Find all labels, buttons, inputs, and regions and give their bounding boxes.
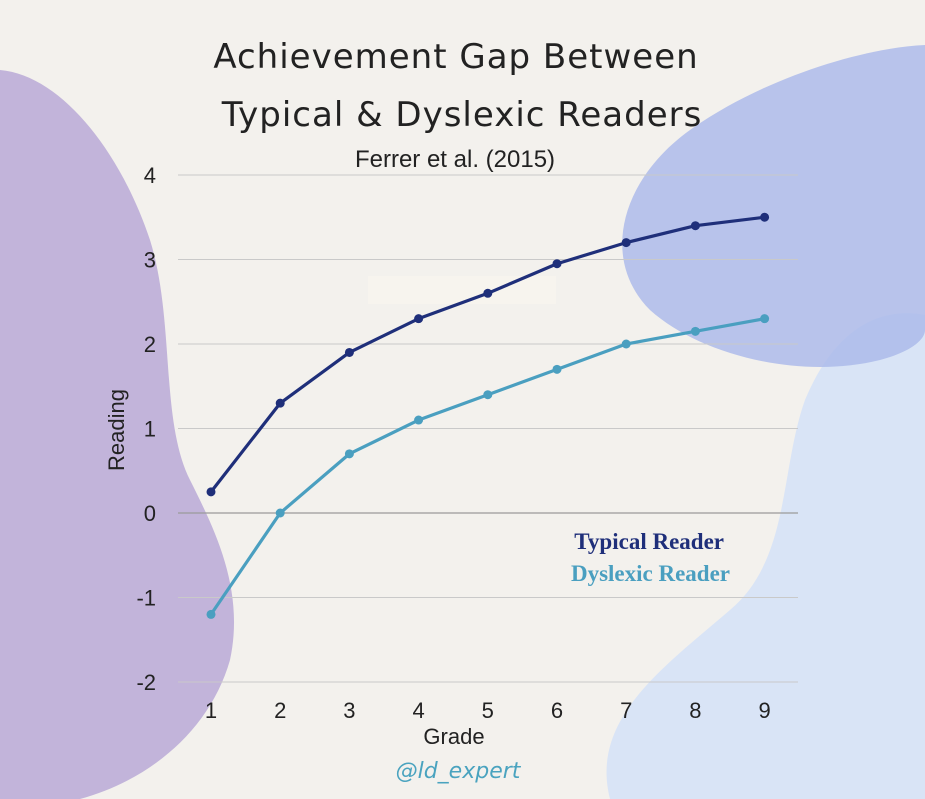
light-blue-blob [606, 313, 925, 799]
data-point [483, 288, 493, 298]
x-tick-label: 3 [343, 698, 355, 723]
y-tick-label: 2 [144, 332, 156, 357]
y-tick-label: -2 [136, 670, 156, 695]
blue-blob [622, 45, 925, 367]
y-tick-label: 3 [144, 248, 156, 273]
data-point [552, 259, 562, 269]
chart-title-line2: Typical & Dyslexic Readers [221, 95, 703, 135]
data-point [621, 238, 631, 248]
y-tick-labels: 4 3 2 1 0 -1 -2 [136, 163, 156, 695]
legend-typical-reader: Typical Reader [574, 529, 724, 554]
data-point [344, 449, 354, 459]
x-tick-label: 6 [551, 698, 563, 723]
data-point [206, 487, 216, 497]
chart-subtitle: Ferrer et al. (2015) [355, 146, 555, 173]
faint-rectangle [368, 276, 556, 304]
series-lines [206, 212, 770, 619]
y-tick-label: 1 [144, 417, 156, 442]
data-point [690, 326, 700, 336]
x-tick-label: 5 [482, 698, 494, 723]
data-point [621, 339, 631, 349]
background-shapes [0, 45, 925, 799]
y-tick-label: 4 [144, 163, 156, 188]
y-axis-label: Reading [104, 389, 129, 471]
data-point [344, 347, 354, 357]
watermark-handle: @ld_expert [396, 759, 522, 784]
chart-title-line1: Achievement Gap Between [213, 37, 698, 77]
x-tick-label: 7 [620, 698, 632, 723]
data-point [760, 212, 770, 222]
y-tick-label: 0 [144, 501, 156, 526]
data-point [275, 398, 285, 408]
x-axis-label: Grade [423, 724, 484, 749]
purple-blob [0, 70, 235, 799]
x-tick-label: 8 [689, 698, 701, 723]
data-point [760, 314, 770, 324]
data-point [414, 415, 424, 425]
x-tick-label: 9 [758, 698, 770, 723]
data-point [275, 508, 285, 518]
data-point [483, 390, 493, 400]
data-point [690, 221, 700, 231]
y-tick-label: -1 [136, 586, 156, 611]
x-tick-labels: 1 2 3 4 5 6 7 8 9 [205, 698, 771, 723]
legend-dyslexic-reader: Dyslexic Reader [571, 561, 730, 586]
data-point [206, 609, 216, 619]
data-point [414, 314, 424, 324]
x-tick-label: 2 [274, 698, 286, 723]
x-tick-label: 4 [412, 698, 424, 723]
x-tick-label: 1 [205, 698, 217, 723]
data-point [552, 364, 562, 374]
